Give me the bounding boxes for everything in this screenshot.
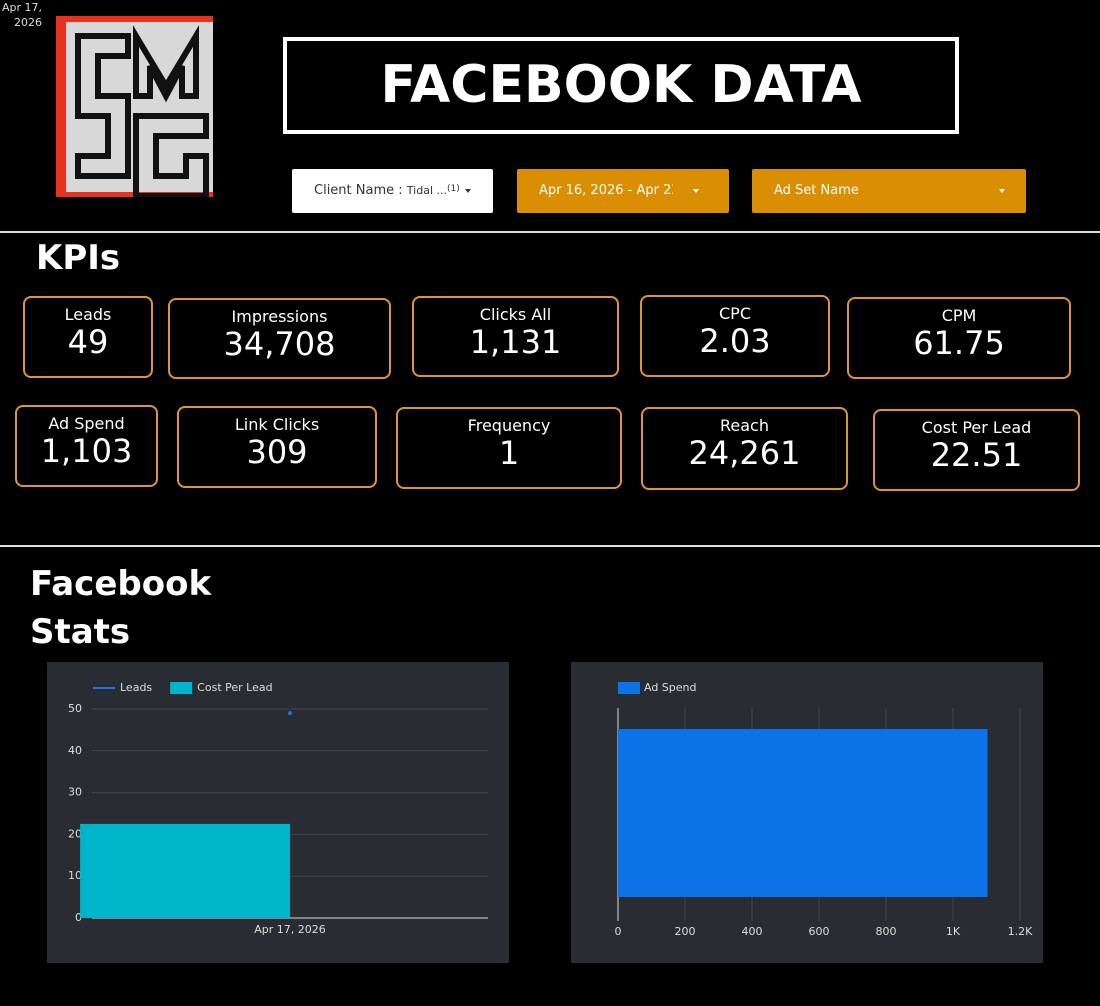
logo [56, 16, 213, 197]
line-point [288, 711, 292, 716]
legend-label: Ad Spend [644, 681, 697, 694]
kpi-label: Cost Per Lead [921, 418, 1032, 437]
y-tick-label: 40 [68, 744, 82, 757]
kpi-card: Impressions 34,708 [168, 298, 391, 379]
kpi-label: Frequency [467, 416, 551, 435]
kpi-value: 22.51 [930, 436, 1023, 474]
kpi-card: Frequency 1 [396, 407, 622, 489]
kpi-label: Ad Spend [48, 414, 125, 433]
kpi-label: CPM [941, 306, 977, 325]
kpi-card: Reach 24,261 [641, 407, 848, 490]
caret [999, 189, 1005, 193]
date-filter[interactable]: Apr 16, 2026 - Apr 22 [517, 169, 729, 213]
y-tick-label: Apr 17, 2026 [1, 1, 42, 29]
y-tick-label: 30 [68, 786, 82, 799]
kpi-label: Leads [64, 305, 112, 324]
kpi-card: Link Clicks 309 [177, 406, 377, 488]
divider [0, 231, 1100, 233]
x-tick-label: 1.2K [1008, 925, 1033, 938]
x-tick-label: 1K [946, 925, 961, 938]
kpi-card: Leads 49 [23, 296, 153, 378]
kpi-value: 61.75 [913, 324, 1005, 362]
adset-filter[interactable]: Ad Set Name [752, 169, 1026, 213]
y-tick-label: 50 [68, 702, 82, 715]
kpi-label: Reach [720, 416, 769, 435]
filter-label: Ad Set Name [774, 183, 859, 198]
title: FACEBOOK DATA [283, 37, 959, 134]
legend-swatch [170, 682, 193, 694]
kpi-card: CPM 61.75 [847, 297, 1071, 379]
x-tick-label: 200 [675, 925, 696, 938]
divider [0, 545, 1100, 547]
kpi-value: 1,131 [469, 323, 562, 361]
x-tick-label: Apr 17, 2026 [254, 923, 326, 936]
y-tick-label: 10 [68, 869, 82, 882]
client-filter[interactable]: Client Name : Tidal ...(1) [292, 169, 493, 213]
filter-count: (1) [446, 184, 460, 194]
filter-label: Client Name : [314, 183, 403, 198]
x-tick-label: 600 [809, 925, 830, 938]
kpi-value: 24,261 [688, 434, 801, 472]
x-tick-label: 400 [742, 925, 763, 938]
kpi-card: Ad Spend 1,103 [15, 405, 158, 487]
x-tick-label: 800 [876, 925, 897, 938]
filter-value: Tidal ... [406, 184, 447, 197]
kpi-value: 309 [246, 433, 308, 471]
kpi-label: Impressions [231, 307, 328, 326]
kpi-value: 1 [498, 434, 520, 472]
kpi-value: 49 [67, 323, 109, 361]
section-heading: KPIs [36, 238, 121, 278]
caret [693, 189, 699, 193]
bar [80, 823, 291, 918]
y-tick-label: 20 [68, 827, 82, 840]
kpi-card: Clicks All 1,131 [412, 296, 619, 377]
kpi-card: CPC 2.03 [640, 295, 830, 377]
filter-label: Apr 16, 2026 - Apr 22 [539, 183, 673, 198]
legend-swatch [618, 682, 640, 694]
bar [618, 729, 988, 897]
kpi-card: Cost Per Lead 22.51 [873, 409, 1080, 491]
caret [465, 189, 471, 193]
legend-label: Cost Per Lead [197, 681, 272, 694]
kpi-label: Link Clicks [234, 415, 320, 434]
kpi-value: 2.03 [699, 322, 771, 360]
legend-label: Leads [120, 681, 152, 694]
y-tick-label: 0 [75, 911, 82, 924]
x-tick-label: 0 [615, 925, 622, 938]
kpi-value: 34,708 [223, 325, 336, 363]
kpi-value: 1,103 [40, 432, 133, 470]
kpi-label: Clicks All [479, 305, 552, 324]
section-heading: Facebook Stats [30, 564, 212, 652]
kpi-label: CPC [719, 304, 751, 323]
